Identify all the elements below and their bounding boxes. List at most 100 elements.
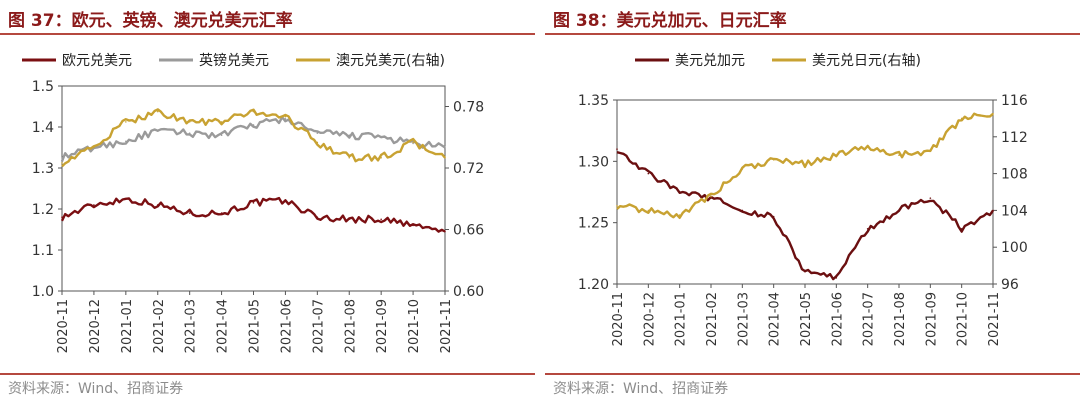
series-0-point <box>929 197 932 199</box>
right-axis-tick-label: 0.72 <box>453 161 484 177</box>
series-1-point <box>960 117 963 120</box>
left-axis-tick-label: 1.1 <box>32 243 54 259</box>
right-axis-tick-label: 116 <box>1001 93 1028 109</box>
x-axis-tick-label: 2021-01 <box>120 299 135 353</box>
left-axis-tick-label: 1.30 <box>578 154 609 170</box>
series-1-point <box>444 146 446 149</box>
series-2-point <box>188 121 191 123</box>
series-0-point <box>380 218 382 221</box>
left-axis-tick-label: 1.4 <box>32 120 54 136</box>
right-axis-tick-label: 0.78 <box>453 100 484 116</box>
x-axis-tick-label: 2021-11 <box>987 292 1002 346</box>
series-1-point <box>835 154 838 156</box>
right-chart-title: 图 38：美元兑加元、日元汇率 <box>553 11 787 31</box>
x-axis-tick-label: 2021-02 <box>705 292 720 346</box>
series-0-point <box>616 148 618 150</box>
plot-frame <box>61 85 446 292</box>
legend-label-1: 美元兑日元(右轴) <box>812 53 921 69</box>
series-0-point <box>188 212 191 214</box>
series-1-point <box>61 156 63 159</box>
left-axis-tick-label: 1.20 <box>578 277 609 293</box>
right-bottom-rule <box>545 373 1080 375</box>
series-2-point <box>252 110 255 113</box>
x-axis-tick-label: 2021-09 <box>924 292 939 346</box>
left-chart-svg: 1.0 1.1 1.2 1.3 1.4 1.5 0.60 0.66 0.72 0.78 2020-1… <box>22 52 484 353</box>
x-axis-tick-label: 2021-09 <box>375 299 390 353</box>
series-1-point <box>616 205 618 207</box>
left-axis-tick-label: 1.0 <box>32 284 54 300</box>
series-1-point <box>284 118 287 120</box>
series-0-point <box>412 224 414 227</box>
series-0-point <box>866 228 869 230</box>
left-axis-tick-label: 1.2 <box>32 202 54 218</box>
left-chart-title: 图 37：欧元、英镑、澳元兑美元汇率 <box>8 11 293 31</box>
x-axis-tick-label: 2020-12 <box>642 292 657 346</box>
series-line-2 <box>61 108 446 168</box>
legend-label-0: 美元兑加元 <box>675 53 745 69</box>
series-0-point <box>220 212 223 214</box>
right-axis-tick-label: 112 <box>1001 130 1028 146</box>
x-axis-tick-label: 2021-07 <box>311 299 326 353</box>
series-1-point <box>316 132 319 134</box>
x-axis-tick-label: 2021-11 <box>439 299 454 353</box>
series-1-point <box>188 132 191 134</box>
series-1-point <box>772 159 775 161</box>
series-0-point <box>93 204 95 206</box>
series-0-point <box>156 204 159 206</box>
x-axis-tick-label: 2021-03 <box>184 299 199 353</box>
x-axis-tick-label: 2021-07 <box>862 292 877 346</box>
series-0-point <box>61 216 63 218</box>
series-2-point <box>348 156 351 159</box>
right-axis-tick-label: 108 <box>1001 167 1028 183</box>
series-2-point <box>316 141 319 144</box>
series-0-point <box>741 209 744 212</box>
left-source-note: 资料来源：Wind、招商证券 <box>8 381 184 397</box>
series-1-point <box>741 168 744 170</box>
series-0-point <box>678 191 681 193</box>
series-0-point <box>772 215 775 218</box>
legend-label-1: 英镑兑美元 <box>199 52 269 69</box>
left-top-rule <box>0 33 535 35</box>
series-0-point <box>804 270 806 273</box>
series-2-point <box>380 156 382 159</box>
x-axis-tick-label: 2021-08 <box>893 292 908 346</box>
series-1-point <box>929 149 932 152</box>
x-axis-tick-label: 2021-02 <box>152 299 167 353</box>
plot-frame <box>616 99 994 285</box>
x-axis-tick-label: 2020-11 <box>611 292 626 346</box>
series-2-point <box>125 121 127 123</box>
series-1-point <box>866 145 869 147</box>
series-2-point <box>61 162 63 164</box>
series-0-point <box>444 230 446 233</box>
series-1-point <box>220 134 223 136</box>
series-2-point <box>156 110 159 113</box>
series-1-point <box>992 113 994 115</box>
x-axis-tick-label: 2021-01 <box>674 292 689 346</box>
right-source-note: 资料来源：Wind、招商证券 <box>553 381 729 397</box>
right-chart-panel: 图 38：美元兑加元、日元汇率 1.20 1.25 1.30 1.35 96 100 104… <box>545 0 1080 405</box>
series-2-point <box>444 156 446 159</box>
series-0-point <box>647 172 650 175</box>
series-2-point <box>412 141 414 144</box>
series-2-point <box>284 115 287 118</box>
series-0-point <box>348 218 351 221</box>
x-axis-tick-label: 2021-05 <box>248 299 263 353</box>
x-axis-tick-label: 2021-08 <box>343 299 358 353</box>
series-1-point <box>710 195 712 198</box>
x-axis-tick-label: 2021-03 <box>736 292 751 346</box>
series-1-point <box>380 136 382 139</box>
series-1-point <box>678 214 681 216</box>
right-axis-tick-label: 100 <box>1001 240 1028 256</box>
x-axis-tick-label: 2020-11 <box>56 299 71 353</box>
series-0-point <box>252 202 255 204</box>
series-0-point <box>960 228 963 230</box>
x-axis-tick-label: 2021-05 <box>799 292 814 346</box>
x-axis-tick-label: 2021-10 <box>407 299 422 353</box>
x-axis-tick-label: 2021-04 <box>216 299 231 353</box>
series-line-1 <box>616 112 994 219</box>
series-1-point <box>252 124 255 126</box>
legend-label-2: 澳元兑美元(右轴) <box>336 53 445 69</box>
x-axis-tick-label: 2021-06 <box>279 299 294 353</box>
x-axis-tick-label: 2020-12 <box>88 299 103 353</box>
series-2-point <box>220 121 223 123</box>
